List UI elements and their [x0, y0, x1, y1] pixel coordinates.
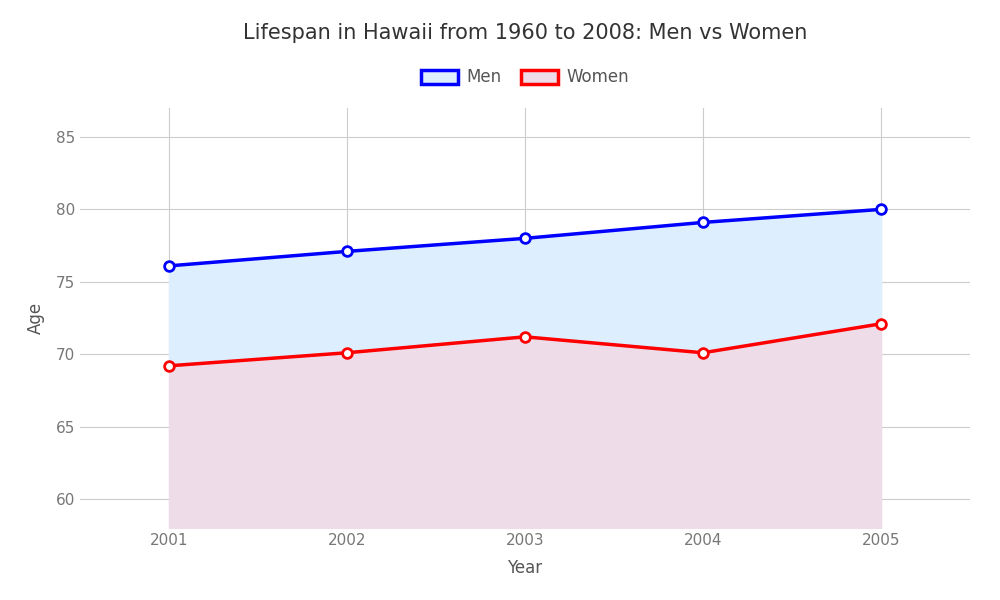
Title: Lifespan in Hawaii from 1960 to 2008: Men vs Women: Lifespan in Hawaii from 1960 to 2008: Me… — [243, 23, 807, 43]
Legend: Men, Women: Men, Women — [414, 62, 636, 93]
Y-axis label: Age: Age — [27, 302, 45, 334]
X-axis label: Year: Year — [507, 559, 543, 577]
